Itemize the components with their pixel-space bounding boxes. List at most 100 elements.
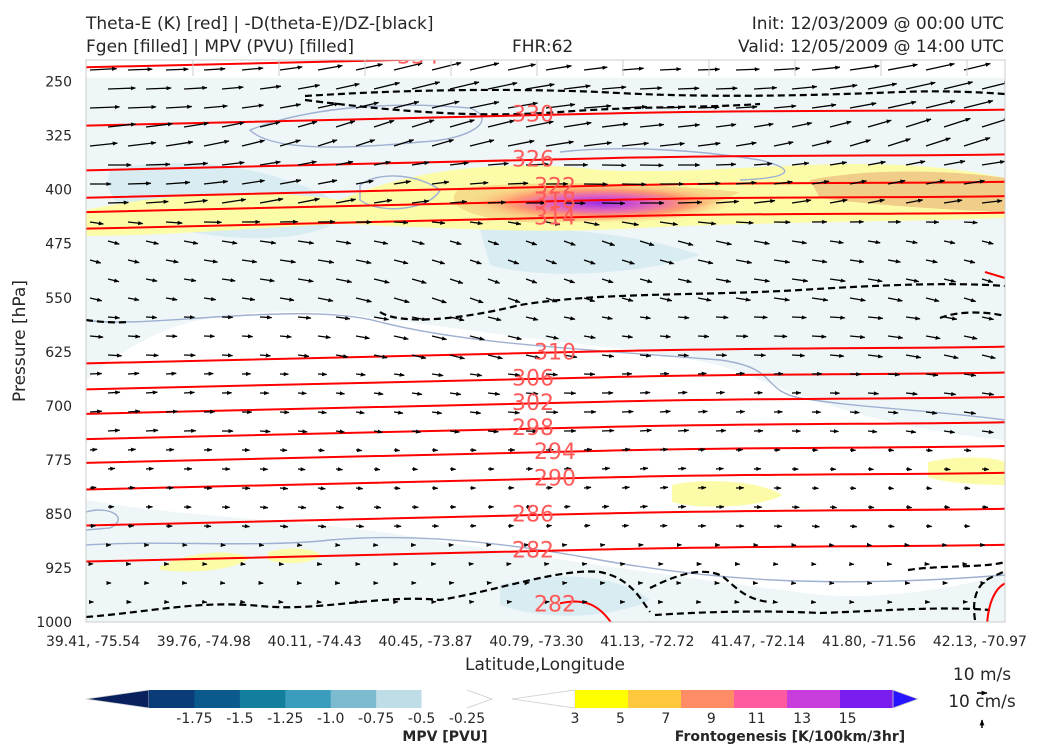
mpv-contour: [86, 313, 1005, 421]
wind-vector: [925, 99, 956, 109]
wind-vector: [735, 297, 752, 302]
mpv-colorbar-tick: -0.5: [408, 711, 435, 727]
theta-e-contour-label: 330: [512, 103, 554, 128]
wind-vector: [963, 179, 986, 185]
wind-vector: [487, 354, 504, 360]
wind-vector: [411, 429, 422, 434]
y-tick-label: 325: [45, 129, 72, 145]
frontogenesis-colorbar-tick: 11: [748, 711, 766, 727]
wind-vector: [297, 315, 312, 320]
wind-vector: [563, 316, 576, 321]
theta-e-contour-line: [86, 543, 1005, 563]
wind-vector: [525, 354, 541, 360]
wind-vector: [811, 297, 829, 302]
wind-vector: [107, 353, 123, 358]
wind-vector: [317, 297, 334, 303]
wind-vector: [393, 100, 420, 109]
wind-vector: [411, 278, 427, 284]
wind-vector: [943, 81, 974, 90]
wind-vector: [89, 141, 118, 147]
wind-vector: [905, 354, 922, 359]
wind-vector: [221, 121, 245, 128]
wind-vector: [697, 259, 714, 265]
wind-vector: [545, 64, 572, 71]
wind-vector: [887, 297, 903, 303]
mpv-fill: [86, 500, 1005, 622]
wind-vector: [411, 81, 441, 90]
wind-vector: [183, 121, 210, 128]
theta-e-contour-line: [86, 396, 1005, 415]
colorbar-segment: [149, 690, 195, 708]
wind-vector: [145, 390, 158, 395]
wind-vector: [829, 353, 845, 358]
wind-vector: [335, 278, 353, 284]
stability-contour: [304, 88, 1005, 98]
mpv-colorbar-tick: -1.5: [226, 711, 253, 727]
wind-vector: [241, 103, 265, 109]
forecast-hour: FHR:62: [512, 37, 574, 57]
wind-vector: [925, 297, 940, 303]
y-tick-label: 925: [45, 561, 72, 577]
wind-vector: [849, 64, 880, 71]
wind-vector: [335, 316, 351, 321]
wind-vector: [297, 197, 320, 204]
wind-vector: [981, 118, 1005, 128]
wind-vector: [107, 390, 121, 395]
x-tick-label: 41.13, -72.72: [600, 634, 694, 650]
wind-vector: [317, 139, 338, 147]
wind-vector: [563, 278, 576, 284]
wind-vector: [525, 391, 539, 396]
wind-vector: [773, 140, 794, 147]
wind-vector: [601, 466, 611, 471]
wind-vector: [317, 372, 328, 377]
x-tick-label: 41.80, -71.56: [822, 634, 916, 650]
y-tick-label: 700: [45, 399, 72, 415]
wind-vector: [811, 140, 832, 147]
wind-vector: [829, 505, 838, 510]
wind-vector: [811, 259, 828, 264]
theta-e-contour-label: 306: [512, 366, 554, 391]
wind-vector: [981, 278, 994, 283]
theta-e-contour-label: 322: [534, 175, 576, 200]
wind-vector: [867, 505, 875, 510]
wind-vector: [127, 485, 136, 490]
wind-vector: [791, 198, 812, 204]
colorbar-extend: [466, 689, 494, 709]
wind-vector: [373, 391, 384, 396]
wind-vector: [697, 141, 721, 147]
wind-vector: [393, 335, 409, 341]
wind-vector: [449, 81, 480, 90]
wind-vector: [107, 122, 137, 128]
x-tick-label: 40.45, -73.87: [379, 634, 473, 650]
wind-vector: [621, 447, 631, 452]
wind-vector: [107, 278, 120, 283]
wind-vector: [373, 119, 395, 128]
theta-e-contour-line: [86, 195, 1005, 214]
wind-vector: [145, 86, 172, 91]
wind-vector: [963, 372, 977, 378]
wind-vector: [753, 161, 773, 167]
wind-vector: [469, 372, 483, 378]
wind-vector: [925, 448, 933, 453]
stability-contour: [649, 570, 771, 604]
mpv-contour: [248, 104, 483, 148]
wind-vector: [753, 122, 774, 128]
wind-vector: [583, 485, 592, 490]
wind-vector: [811, 334, 827, 339]
wind-vector: [393, 62, 423, 71]
wind-vector: [849, 179, 868, 185]
wind-vector: [791, 161, 810, 166]
theta-e-contour-label: 302: [512, 391, 554, 416]
wind-vector: [297, 353, 310, 358]
wind-vector: [849, 334, 866, 340]
wind-vector: [697, 447, 706, 452]
wind-vector: [373, 316, 390, 321]
wind-vector: [943, 316, 958, 321]
wind-vector: [335, 467, 344, 472]
init-time: Init: 12/03/2009 @ 00:00 UTC: [751, 14, 1004, 34]
wind-vector: [659, 105, 684, 110]
stability-contour: [973, 569, 1005, 621]
wind-vector: [335, 429, 346, 434]
wind-vector: [905, 118, 932, 128]
